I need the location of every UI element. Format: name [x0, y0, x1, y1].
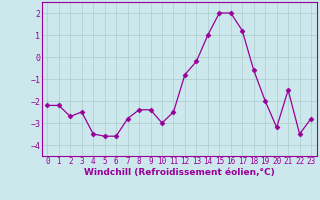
X-axis label: Windchill (Refroidissement éolien,°C): Windchill (Refroidissement éolien,°C): [84, 168, 275, 177]
